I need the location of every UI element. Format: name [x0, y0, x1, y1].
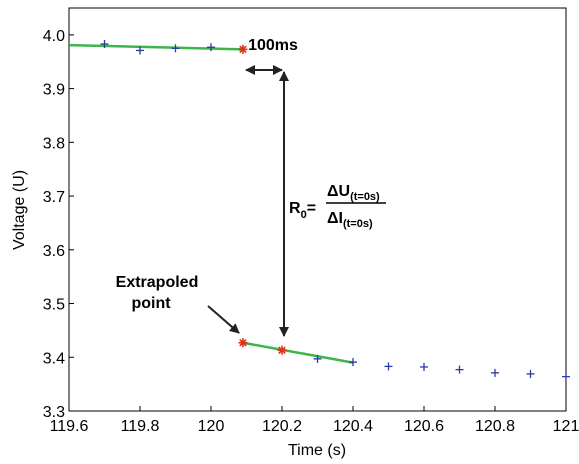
- data-point: [455, 365, 464, 374]
- data-point: [562, 372, 570, 381]
- data-point: [349, 358, 357, 367]
- y-axis: 3.3 3.4 3.5 3.6 3.7 3.8 3.9 4.0: [43, 28, 74, 421]
- plot-frame: [68, 7, 567, 412]
- x-tick-label: 120.8: [475, 418, 515, 435]
- formula-eq: =: [307, 200, 316, 217]
- y-tick-label: 3.6: [43, 243, 65, 260]
- interval-annotation: 100ms: [245, 37, 298, 75]
- y-tick-label: 3.5: [43, 297, 65, 314]
- formula-lhs-sub: 0: [301, 209, 307, 221]
- x-tick-label: 120: [198, 418, 225, 435]
- y-tick-label: 3.7: [43, 189, 65, 206]
- data-point: [136, 46, 144, 55]
- formula-denominator-sub: (t=0s): [343, 218, 373, 230]
- extrapolated-point: [277, 345, 287, 355]
- data-point: [100, 40, 109, 49]
- y-axis-label: Voltage (U): [11, 170, 28, 250]
- data-points: [100, 40, 570, 381]
- y-tick-label: 3.4: [43, 350, 65, 367]
- extrapolated-point: [238, 44, 248, 54]
- formula-numerator: ΔU: [327, 183, 350, 200]
- data-point: [207, 43, 215, 52]
- fit-line: [242, 341, 354, 364]
- x-axis: 119.6 119.8 120 120.2 120.4 120.6 120.8 121: [50, 406, 579, 435]
- svg-text:ΔU(t=0s): ΔU(t=0s): [327, 183, 380, 203]
- data-point: [384, 362, 393, 371]
- extrapoled-label-line2: point: [131, 295, 171, 312]
- x-tick-label: 119.6: [50, 418, 89, 435]
- y-tick-label: 3.3: [43, 404, 65, 421]
- svg-text:R0=: R0=: [289, 200, 316, 221]
- y-tick-label: 3.9: [43, 82, 65, 99]
- x-tick-label: 120.6: [404, 418, 444, 435]
- data-point: [171, 44, 180, 53]
- fit-line: [68, 43, 243, 51]
- x-tick-label: 121: [553, 418, 579, 435]
- data-point: [420, 362, 428, 371]
- extrapoled-annotation: Extrapoled point: [116, 274, 240, 334]
- x-tick-label: 120.4: [333, 418, 373, 435]
- x-tick-label: 120.2: [262, 418, 302, 435]
- fit-lines: [68, 43, 354, 364]
- x-axis-label: Time (s): [288, 442, 346, 459]
- extrapoled-label-line1: Extrapoled: [116, 274, 199, 291]
- extrapoled-arrow: [207, 305, 240, 334]
- interval-label: 100ms: [248, 37, 298, 54]
- formula-numerator-sub: (t=0s): [350, 191, 380, 203]
- formula-denominator: ΔI: [327, 210, 343, 227]
- svg-text:ΔI(t=0s): ΔI(t=0s): [327, 210, 373, 230]
- y-tick-label: 3.8: [43, 135, 65, 152]
- extrapolated-point: [238, 338, 248, 348]
- data-point: [491, 368, 499, 377]
- x-tick-label: 119.8: [121, 418, 160, 435]
- data-point: [313, 354, 322, 363]
- formula-lhs: R: [289, 200, 301, 217]
- resistance-formula: R0= ΔU(t=0s) ΔI(t=0s): [289, 183, 386, 230]
- data-point: [526, 369, 535, 378]
- y-tick-label: 4.0: [43, 28, 65, 45]
